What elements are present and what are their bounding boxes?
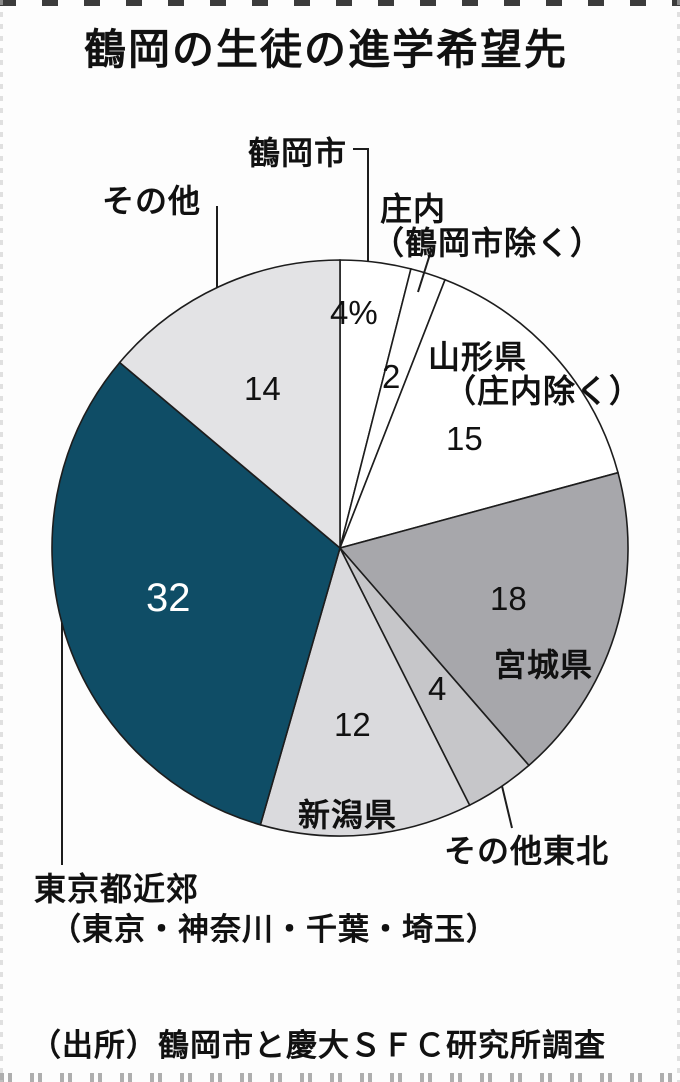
chart-title: 鶴岡の生徒の進学希望先 <box>84 26 569 73</box>
pie-slice-3 <box>338 471 629 767</box>
value-other: 14 <box>244 370 281 407</box>
perforation-left <box>0 0 3 1082</box>
label-tokyo-area-line1: 東京都近郊 <box>34 871 200 907</box>
pie-slice-7 <box>118 259 341 550</box>
pie-slice-2 <box>338 278 619 550</box>
value-tokyo-area: 32 <box>146 576 191 620</box>
perforation-top <box>0 0 680 6</box>
value-niigata: 12 <box>334 706 371 743</box>
source-note: （出所）鶴岡市と慶大ＳＦＣ研究所調査 <box>30 1028 606 1063</box>
leader-other-tohoku <box>501 785 513 829</box>
value-shonai: 2 <box>382 358 401 395</box>
label-tsuruoka-city: 鶴岡市 <box>248 135 348 171</box>
label-other: その他 <box>102 183 202 219</box>
value-miyagi: 18 <box>490 580 527 617</box>
leader-tsuruoka-city <box>353 148 369 262</box>
label-yamagata-line2: （庄内除く） <box>444 373 643 409</box>
value-tsuruoka-city: 4% <box>330 294 378 331</box>
perforation-bottom <box>0 1073 680 1082</box>
value-yamagata: 15 <box>446 420 483 457</box>
label-shonai-line1: 庄内 <box>380 191 447 227</box>
label-shonai-line2: （鶴岡市除く） <box>372 225 604 261</box>
pie-slice-6 <box>51 361 341 826</box>
value-other-tohoku: 4 <box>428 670 447 707</box>
perforation-right <box>677 0 680 1082</box>
label-other-tohoku: その他東北 <box>444 833 610 869</box>
label-miyagi: 宮城県 <box>494 647 594 683</box>
pie-slice-5 <box>259 545 471 837</box>
leader-shonai <box>417 250 432 293</box>
label-tokyo-area-line2: （東京・神奈川・千葉・埼玉） <box>50 912 498 947</box>
label-yamagata-line1: 山形県 <box>428 339 528 375</box>
label-niigata: 新潟県 <box>298 797 398 833</box>
